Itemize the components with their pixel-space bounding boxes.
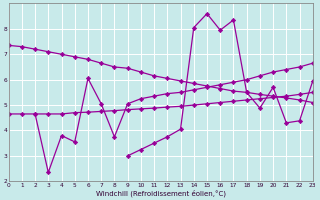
X-axis label: Windchill (Refroidissement éolien,°C): Windchill (Refroidissement éolien,°C) [96, 189, 226, 197]
